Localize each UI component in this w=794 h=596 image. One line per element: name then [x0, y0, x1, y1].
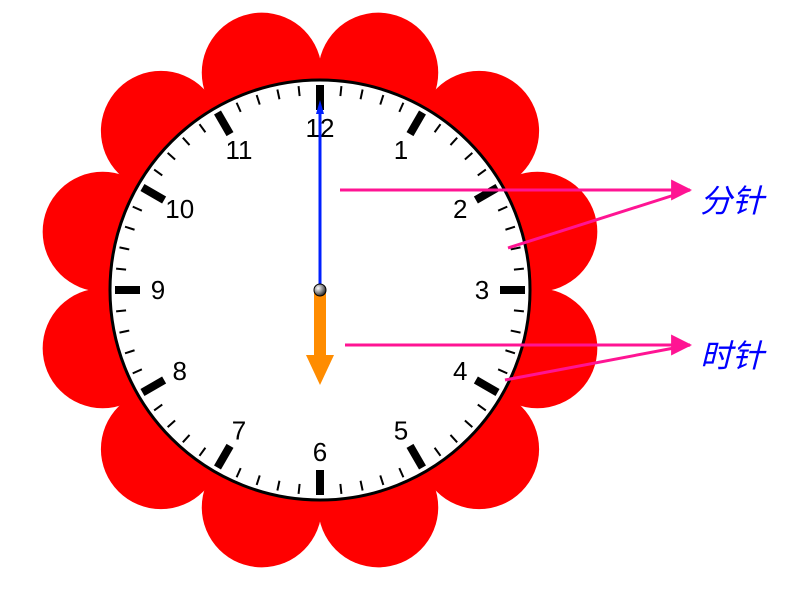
- clock-pivot: [314, 284, 326, 296]
- hour-hand-label: 时针: [700, 331, 764, 377]
- svg-text:6: 6: [313, 437, 327, 467]
- svg-text:4: 4: [453, 356, 467, 386]
- svg-text:2: 2: [453, 194, 467, 224]
- svg-text:8: 8: [172, 356, 186, 386]
- svg-text:9: 9: [151, 275, 165, 305]
- clock-diagram: 121234567891011: [0, 0, 794, 596]
- svg-text:10: 10: [165, 194, 194, 224]
- svg-text:7: 7: [232, 415, 246, 445]
- svg-text:1: 1: [394, 135, 408, 165]
- svg-text:3: 3: [475, 275, 489, 305]
- svg-text:11: 11: [226, 135, 253, 165]
- minute-hand-label: 分针: [700, 176, 764, 222]
- svg-text:5: 5: [394, 415, 408, 445]
